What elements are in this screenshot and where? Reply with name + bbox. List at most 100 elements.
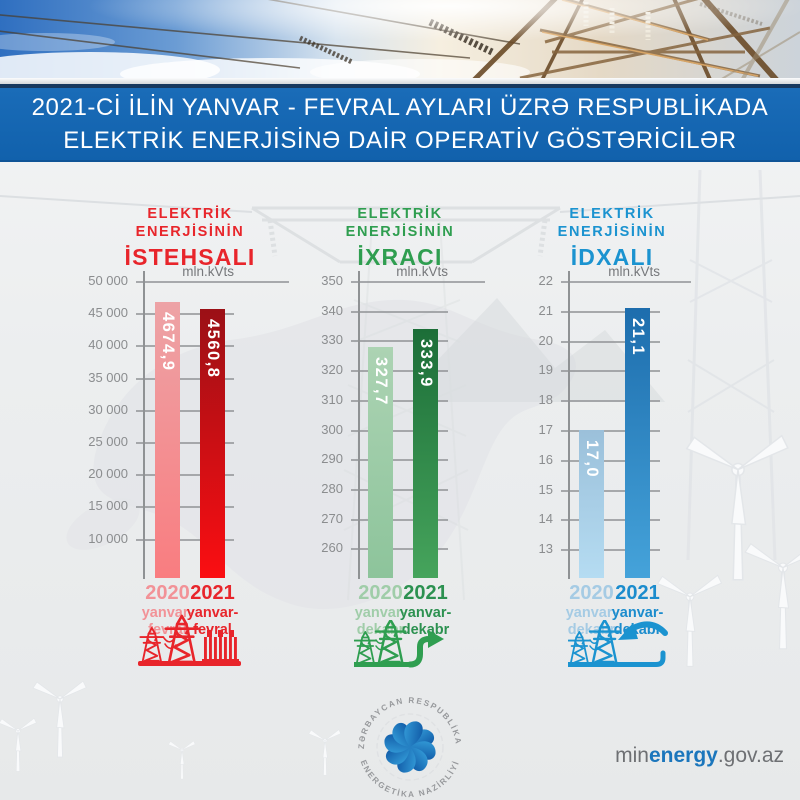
tick-label: 18 (538, 392, 553, 408)
tick-label: 22 (538, 273, 553, 288)
tick-label: 340 (321, 302, 343, 318)
period-label: yanvar- dekabr (399, 605, 452, 638)
tick-label: 17 (538, 421, 553, 437)
import-arrow-pylon-icon (568, 620, 668, 667)
gridline (561, 281, 691, 283)
tick-label: 21 (538, 302, 553, 318)
header-title-band: 2021-Cİ İLİN YANVAR - FEVRAL AYLARI ÜZRƏ… (0, 88, 800, 162)
tick-label: 350 (321, 273, 343, 288)
gridline (351, 459, 448, 462)
bar-2021: 21,1 (625, 307, 650, 578)
tick-label: 13 (538, 541, 553, 557)
year-label: 2020 (569, 582, 614, 604)
gridline (136, 345, 234, 348)
gridline (351, 340, 448, 343)
axis-unit-label: mln.kVts (608, 264, 660, 279)
tick-label: 40 000 (88, 337, 128, 353)
gridline (351, 281, 485, 283)
axis-unit-label: mln.kVts (396, 264, 448, 279)
website-highlight: energy (648, 744, 718, 767)
gridline (136, 281, 289, 283)
title-line-1: 2021-Cİ İLİN YANVAR - FEVRAL AYLARI ÜZRƏ… (31, 94, 769, 121)
tick-label: 14 (538, 511, 553, 527)
gridline (136, 313, 234, 316)
tick-label: 10 000 (88, 530, 128, 546)
tick-label: 15 (538, 481, 553, 497)
bar-value-label: 4560,8 (204, 319, 222, 379)
chart-title-line: ENERJİSİNİN (135, 224, 245, 240)
bar-2020: 4674,9 (155, 301, 180, 578)
gridline (561, 400, 660, 403)
power-plant-icon (138, 614, 241, 666)
website-prefix: min (615, 744, 649, 767)
gridline (561, 429, 660, 432)
gridline (561, 519, 660, 522)
gridline (136, 506, 234, 509)
gridline (561, 310, 660, 313)
tick-label: 310 (321, 391, 343, 407)
gridline (351, 310, 448, 313)
header-navy-line (0, 84, 800, 88)
tick-label: 20 (538, 332, 553, 348)
tick-label: 320 (321, 362, 343, 378)
y-axis (358, 271, 360, 579)
gridline (351, 370, 448, 373)
chart-title-line: İXRACI (357, 244, 443, 270)
bar-value-label: 17,0 (583, 439, 601, 479)
year-label: 2021 (403, 582, 448, 604)
year-label: 2020 (358, 582, 403, 604)
gridline (351, 488, 448, 491)
year-label: 2021 (190, 582, 235, 604)
tick-label: 45 000 (88, 305, 128, 321)
tick-label: 20 000 (88, 466, 128, 482)
tick-label: 330 (321, 332, 343, 348)
chart-title-line: İDXALI (570, 244, 654, 270)
tick-label: 30 000 (88, 401, 128, 417)
chart-title-line: İSTEHSALI (124, 244, 256, 270)
gridline (351, 548, 448, 551)
gridline (561, 489, 660, 492)
title-line-2: ELEKTRİK ENERJİSİNƏ DAİR OPERATİV GÖSTƏR… (63, 127, 737, 154)
year-label: 2020 (145, 582, 190, 604)
bar-value-label: 333,9 (417, 338, 435, 388)
y-axis (143, 271, 145, 579)
tick-label: 260 (321, 540, 343, 556)
chart-title: ELEKTRİK ENERJİSİNİN İXRACI (290, 205, 510, 270)
website-link[interactable]: minenergy.gov.az (615, 744, 784, 768)
bar-2021: 4560,8 (200, 309, 225, 578)
ministry-logo: AZƏRBAYCAN RESPUBLİKASI ENERGETİKA NAZİR… (350, 685, 461, 799)
gridline (136, 442, 234, 444)
chart-title: ELEKTRİK ENERJİSİNİN İSTEHSALI (80, 205, 300, 270)
gridline (561, 370, 660, 373)
chart-title: ELEKTRİK ENERJİSİNİN İDXALI (502, 205, 722, 270)
tick-label: 50 000 (88, 273, 128, 288)
header-divider-strip (0, 78, 800, 84)
tick-label: 300 (321, 421, 343, 437)
bar-2020: 17,0 (579, 429, 604, 578)
chart-title-line: ELEKTRİK (569, 206, 655, 222)
gridline (561, 340, 660, 343)
chart-title-line: ENERJİSİNİN (557, 224, 667, 240)
chart-title-line: ENERJİSİNİN (345, 224, 455, 240)
ghost-pylon (251, 206, 561, 601)
period-label: yanvar- dekabr (354, 605, 407, 638)
bar-value-label: 4674,9 (159, 311, 177, 372)
y-axis (568, 271, 570, 579)
tick-label: 25 000 (88, 434, 128, 449)
bar-value-label: 327,7 (372, 357, 390, 407)
tick-label: 35 000 (88, 369, 128, 385)
export-arrow-pylon-icon (354, 620, 444, 668)
gridline (351, 429, 448, 432)
gridline (351, 399, 448, 402)
website-suffix: .gov.az (717, 744, 784, 767)
logo-pinwheel (384, 721, 436, 773)
tick-label: 280 (321, 480, 343, 496)
tick-label: 16 (538, 451, 553, 467)
bar-2021: 333,9 (413, 328, 438, 578)
ghost-tower-right (686, 169, 777, 561)
logo-scalloped-ring (376, 713, 444, 781)
gridline (351, 518, 448, 521)
bar-2020: 327,7 (368, 347, 393, 578)
gridline (561, 459, 660, 462)
gridline (136, 377, 234, 380)
